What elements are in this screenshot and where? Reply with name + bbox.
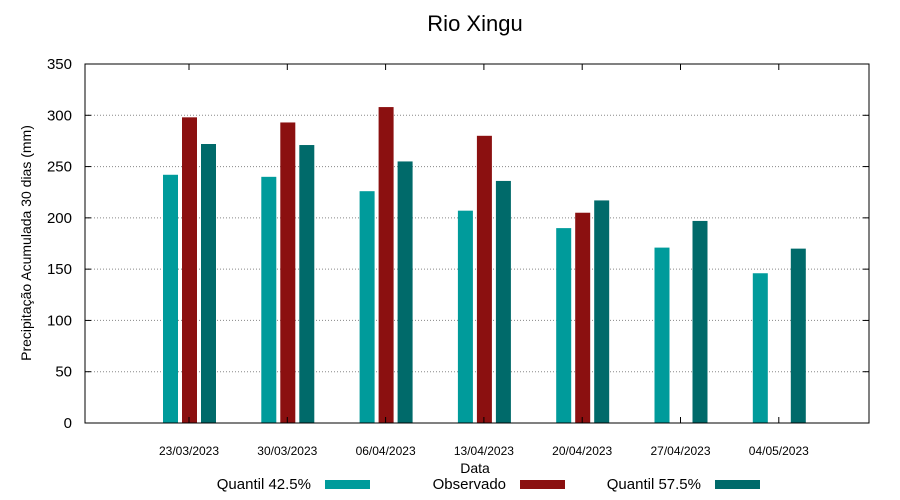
legend-label: Quantil 42.5% (217, 476, 311, 493)
legend-label: Quantil 57.5% (607, 476, 701, 493)
bar-quantil-42-5 (163, 174, 178, 423)
y-tick-label: 200 (47, 210, 72, 227)
x-tick-label: 23/03/2023 (159, 444, 219, 458)
x-axis-ticks: 23/03/2023 30/03/2023 06/04/2023 13/04/2023… (159, 64, 809, 458)
bar-observado (378, 107, 394, 423)
x-tick-label: 30/03/2023 (257, 444, 317, 458)
bar-quantil-57-5 (397, 161, 413, 423)
bars (163, 107, 806, 424)
y-tick-label: 50 (55, 364, 72, 381)
bar-quantil-57-5 (692, 220, 708, 423)
y-tick-label: 300 (47, 107, 72, 124)
x-tick-label: 04/05/2023 (749, 444, 809, 458)
y-tick-label: 100 (47, 312, 72, 329)
bar-quantil-42-5 (654, 247, 670, 423)
bar-observado (182, 117, 197, 423)
y-tick-label: 150 (47, 261, 72, 278)
bar-quantil-42-5 (752, 273, 768, 423)
x-tick-label: 20/04/2023 (552, 444, 612, 458)
bar-observado (575, 212, 591, 423)
bar-quantil-42-5 (261, 176, 277, 423)
y-tick-label: 350 (47, 56, 72, 73)
legend-swatch (325, 480, 370, 489)
y-tick-label: 0 (64, 415, 72, 432)
y-axis-ticks: 0 50 100 150 200 250 300 350 (47, 56, 869, 432)
bar-quantil-42-5 (556, 228, 572, 423)
bar-observado (476, 135, 492, 424)
y-tick-label: 250 (47, 159, 72, 176)
x-tick-label: 06/04/2023 (356, 444, 416, 458)
bar-quantil-57-5 (495, 180, 511, 423)
x-tick-label: 13/04/2023 (454, 444, 514, 458)
legend-swatch (520, 480, 565, 489)
legend-label: Observado (433, 476, 506, 493)
bar-quantil-57-5 (594, 200, 610, 423)
x-tick-label: 27/04/2023 (650, 444, 710, 458)
legend: Quantil 42.5% Observado Quantil 57.5% (217, 476, 760, 493)
legend-swatch (715, 480, 760, 489)
bar-quantil-42-5 (457, 210, 473, 423)
y-axis-title: Precipitação Acumulada 30 dias (mm) (18, 125, 34, 361)
x-axis-title: Data (460, 460, 490, 476)
bar-quantil-57-5 (790, 248, 806, 423)
bar-quantil-57-5 (201, 144, 216, 423)
bar-observado (280, 122, 296, 424)
chart-title: Rio Xingu (427, 11, 522, 36)
bar-quantil-57-5 (299, 145, 315, 423)
plot-frame (84, 63, 870, 424)
bar-quantil-42-5 (359, 191, 375, 423)
